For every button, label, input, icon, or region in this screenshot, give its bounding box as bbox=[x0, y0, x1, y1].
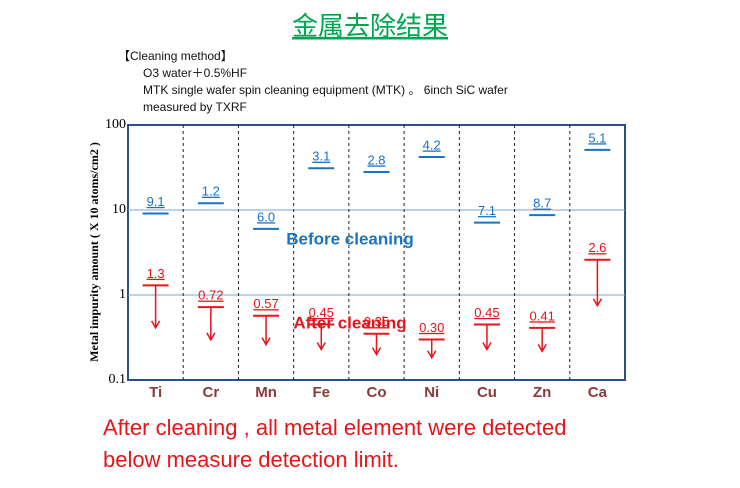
limit-arrowhead bbox=[150, 320, 161, 330]
value-label: 0.72 bbox=[198, 288, 223, 303]
value-label: 1.3 bbox=[147, 266, 165, 281]
limit-arrowhead bbox=[592, 298, 603, 308]
value-label: 0.41 bbox=[530, 308, 555, 323]
value-label: 9.1 bbox=[147, 194, 165, 209]
value-label: 0.45 bbox=[309, 305, 334, 320]
x-tick-label: Ca bbox=[588, 384, 608, 401]
value-label: 8.7 bbox=[533, 196, 551, 211]
limit-arrowhead bbox=[482, 342, 492, 351]
value-label: 0.35 bbox=[364, 314, 389, 329]
x-tick-label: Ni bbox=[424, 384, 439, 401]
series-label: Before cleaning bbox=[286, 229, 414, 248]
y-tick-label: 0.1 bbox=[109, 372, 127, 387]
x-tick-label: Cu bbox=[477, 384, 497, 401]
x-tick-label: Fe bbox=[313, 384, 331, 401]
value-label: 6.0 bbox=[257, 209, 275, 224]
plot-frame bbox=[127, 124, 626, 381]
method-note: measured by TXRF bbox=[143, 100, 247, 114]
limit-arrowhead bbox=[316, 342, 326, 351]
value-label: 4.2 bbox=[423, 137, 441, 152]
conclusion: below measure detection limit. bbox=[103, 447, 399, 472]
method-note: 【Cleaning method】 bbox=[118, 49, 233, 63]
y-tick-label: 10 bbox=[112, 202, 126, 217]
page-title: 金属去除结果 bbox=[292, 11, 448, 41]
limit-arrowhead bbox=[537, 343, 547, 353]
method-note: O3 water＋0.5%HF bbox=[143, 66, 247, 80]
x-tick-label: Co bbox=[367, 384, 387, 401]
value-label: 1.2 bbox=[202, 184, 220, 199]
x-tick-label: Ti bbox=[149, 384, 162, 401]
value-label: 0.57 bbox=[253, 296, 278, 311]
value-label: 2.8 bbox=[367, 152, 385, 167]
value-label: 0.45 bbox=[474, 305, 499, 320]
value-label: 2.6 bbox=[588, 240, 606, 255]
x-tick-label: Mn bbox=[255, 384, 277, 401]
x-tick-label: Zn bbox=[533, 384, 551, 401]
limit-arrowhead bbox=[206, 332, 216, 342]
value-label: 7.1 bbox=[478, 203, 496, 218]
x-tick-label: Cr bbox=[202, 384, 219, 401]
method-note: MTK single wafer spin cleaning equipment… bbox=[143, 83, 508, 97]
value-label: 5.1 bbox=[588, 130, 606, 145]
y-tick-label: 1 bbox=[119, 287, 126, 302]
limit-arrowhead bbox=[371, 347, 382, 357]
limit-arrowhead bbox=[261, 337, 271, 347]
y-tick-label: 100 bbox=[105, 117, 126, 132]
conclusion: After cleaning , all metal element were … bbox=[103, 415, 566, 440]
y-axis-label: Metal impurity amount ( X 10 atoms/cm2 ) bbox=[87, 142, 101, 362]
value-label: 3.1 bbox=[312, 149, 330, 164]
limit-arrowhead bbox=[427, 350, 437, 360]
value-label: 0.30 bbox=[419, 320, 444, 335]
